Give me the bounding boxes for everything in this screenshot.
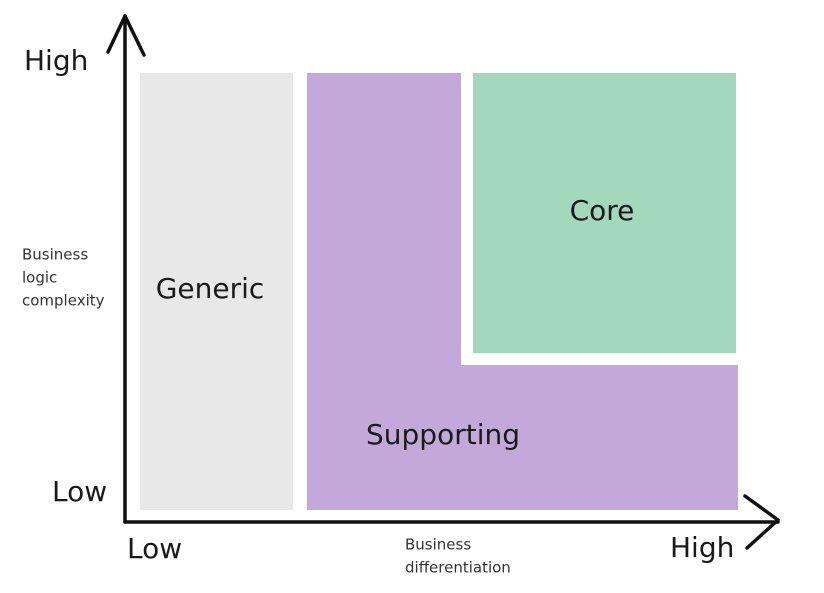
- supporting-region: [307, 73, 738, 510]
- supporting-label: Supporting: [366, 418, 520, 451]
- core-label: Core: [570, 194, 635, 227]
- y-axis-arrow: [106, 14, 146, 57]
- x-low-label: Low: [127, 532, 182, 565]
- y-axis-label: Business: [22, 246, 88, 264]
- x-high-label: High: [670, 531, 734, 564]
- y-low-label: Low: [52, 475, 107, 508]
- x-axis-arrow: [743, 494, 780, 550]
- generic-label: Generic: [156, 272, 265, 305]
- y-high-label: High: [24, 44, 88, 77]
- x-axis-label: Business: [405, 536, 471, 554]
- x-axis-label: differentiation: [405, 559, 511, 577]
- core-region: [473, 73, 736, 353]
- y-axis-label: complexity: [22, 292, 105, 310]
- y-axis-label: logic: [22, 269, 57, 287]
- generic-region: [140, 73, 293, 510]
